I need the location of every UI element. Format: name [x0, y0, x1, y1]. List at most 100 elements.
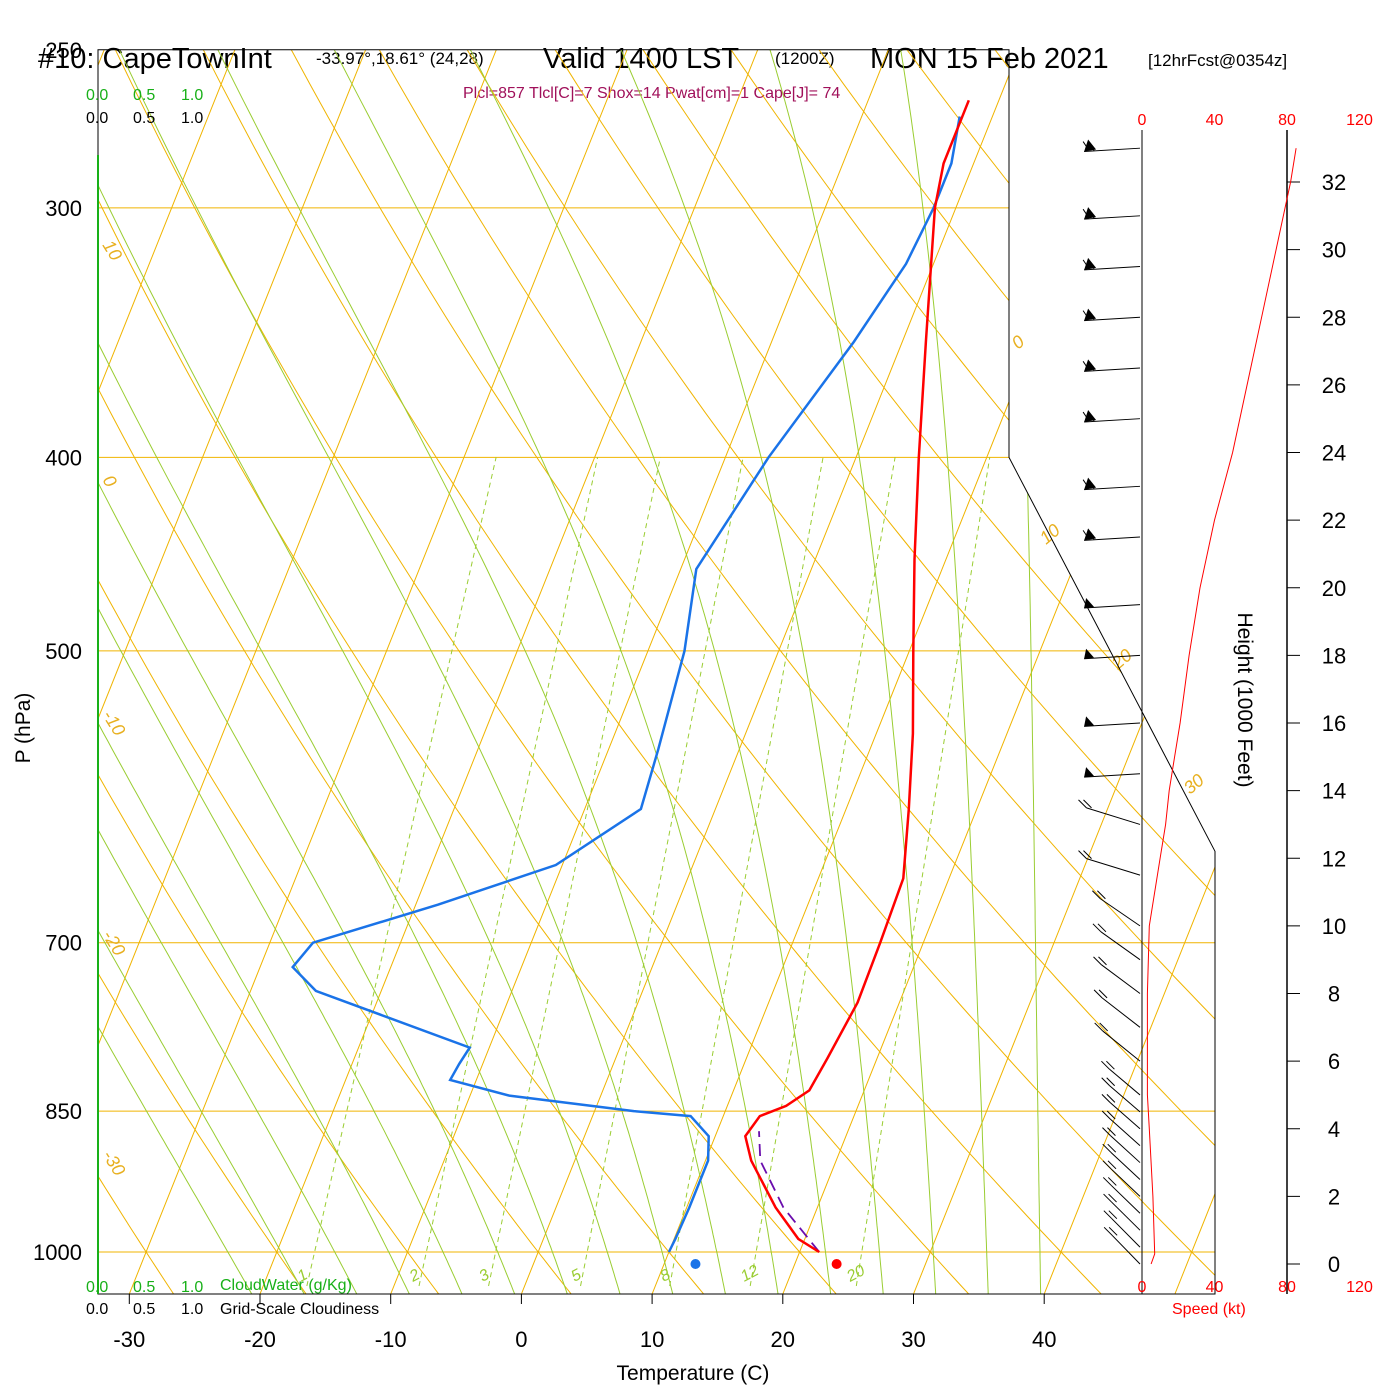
top-cloudiness-scale: 0.0 0.5 1.0 [86, 110, 203, 127]
svg-text:0.5: 0.5 [133, 1301, 155, 1318]
isotherm-line [913, 49, 1215, 1294]
moist-adiabat-line [118, 49, 676, 1294]
height-tick-label: 18 [1322, 643, 1346, 668]
isobar-lines [98, 207, 1215, 1253]
dry-adiabat-line [98, 49, 313, 1294]
height-tick-label: 16 [1322, 711, 1346, 736]
pressure-tick-label: 300 [45, 196, 82, 221]
dry-adiabat-line [378, 49, 1215, 1294]
height-tick-label: 8 [1328, 982, 1340, 1007]
moist-adiabat-line [98, 49, 571, 1294]
svg-text:0.0: 0.0 [86, 1301, 108, 1318]
valid-date: MON 15 Feb 2021 [870, 43, 1109, 75]
wind-barb [1101, 1060, 1141, 1096]
wind-barb [1082, 528, 1141, 541]
moist-adiabat-line [98, 49, 519, 1294]
temperature-tick-label: -30 [113, 1327, 145, 1352]
cloudiness-label: Grid-Scale Cloudiness [220, 1301, 379, 1318]
svg-text:0.5: 0.5 [133, 110, 155, 127]
svg-text:1.0: 1.0 [181, 1301, 203, 1318]
moist-adiabat-line [769, 49, 937, 1294]
height-tick-label: 10 [1322, 914, 1346, 939]
dry-adiabat-line [818, 49, 1215, 1294]
sounding-indices: Plcl=857 Tlcl[C]=7 Shox=14 Pwat[cm]=1 Ca… [463, 85, 840, 102]
mixing-ratio-lines [306, 457, 991, 1287]
height-tick-label: 4 [1328, 1117, 1340, 1142]
dry-adiabat-line [1347, 50, 1400, 1303]
parcel-trace-line [758, 1131, 820, 1253]
mixing-ratio-line [306, 457, 497, 1287]
temperature-line [743, 99, 970, 1254]
wind-barb [1084, 716, 1141, 727]
mixing-ratio-label: 3 [476, 1266, 492, 1285]
height-tick-label: 26 [1322, 373, 1346, 398]
moist-adiabats [98, 49, 1042, 1294]
speed-tick-label: 40 [1206, 1279, 1224, 1296]
bottom-cloudiness-scale: 0.0 0.5 1.0 Grid-Scale Cloudiness [86, 1301, 379, 1318]
dry-adiabat-line [554, 49, 1215, 1294]
wind-barb [1102, 1177, 1141, 1214]
speed-tick-label: 0 [1138, 112, 1147, 129]
wind-barb [1082, 207, 1141, 220]
height-tick-label: 0 [1328, 1252, 1340, 1277]
wind-barb [1082, 257, 1141, 271]
moist-adiabat-line [98, 49, 467, 1294]
mixing-ratio-line [418, 457, 599, 1287]
pressure-tick-label: 250 [45, 38, 82, 63]
wind-barb [1082, 139, 1141, 153]
dry-adiabat-line [202, 49, 1110, 1294]
wind-barb [1092, 923, 1141, 961]
svg-text:0.0: 0.0 [86, 110, 108, 127]
surface-dewpoint-dot [690, 1259, 701, 1269]
moist-adiabat-line [469, 49, 833, 1294]
isotherm-line [259, 49, 759, 1294]
x-axis-label: Temperature (C) [617, 1362, 770, 1385]
speed-scale-top: 0 40 80 120 [1138, 112, 1373, 129]
moist-adiabat-line [900, 49, 989, 1294]
moist-adiabat-line [98, 49, 362, 1294]
isotherm-line [98, 49, 236, 1294]
pressure-tick-label: 700 [45, 931, 82, 956]
height-tick-label: 32 [1322, 170, 1346, 195]
isotherm-label: -30 [99, 1147, 130, 1180]
pressure-axis-ticks: 250 300 400 500 700 850 1000 [33, 38, 82, 1265]
isotherm-line [520, 49, 1020, 1294]
temperature-tick-label: 40 [1032, 1327, 1056, 1352]
speed-tick-label: 40 [1206, 112, 1224, 129]
top-cloudwater-scale: 0.0 0.5 1.0 [86, 87, 203, 104]
speed-tick-label: 80 [1278, 112, 1296, 129]
svg-text:1.0: 1.0 [181, 110, 203, 127]
wind-barb [1101, 1110, 1141, 1147]
height-tick-label: 24 [1322, 441, 1346, 466]
wind-barb [1078, 799, 1141, 825]
mixing-ratio-line [749, 457, 896, 1287]
isotherm-label: 0 [99, 472, 121, 491]
wind-barb [1102, 1143, 1141, 1180]
svg-text:0.5: 0.5 [133, 87, 155, 104]
wind-barb [1103, 1226, 1141, 1265]
wind-barb [1082, 477, 1141, 491]
wind-barb [1103, 1193, 1141, 1231]
dry-adiabat-line [98, 49, 180, 1294]
isotherm-labels: 10 0 -10 -20 -30 0 10 20 30 [99, 237, 1208, 1180]
dry-adiabat-line [730, 49, 1215, 1294]
wind-barb [1082, 359, 1141, 372]
dry-adiabat-line [114, 49, 977, 1294]
surface-temperature-dot [831, 1259, 842, 1269]
forecast-info: [12hrFcst@0354z] [1148, 51, 1287, 70]
wind-barb [1094, 1022, 1141, 1062]
height-tick-label: 6 [1328, 1049, 1340, 1074]
pressure-tick-label: 1000 [33, 1240, 82, 1265]
height-tick-label: 2 [1328, 1184, 1340, 1209]
speed-tick-label: 120 [1346, 1279, 1373, 1296]
dry-adiabat-line [642, 49, 1215, 1294]
dry-adiabat-line [290, 49, 1215, 1294]
isotherm-line [1306, 50, 1400, 1294]
height-tick-label: 30 [1322, 238, 1346, 263]
moist-adiabat-line [217, 49, 728, 1294]
mixing-ratio-line [669, 457, 824, 1287]
moist-adiabat-line [333, 49, 780, 1294]
wind-barb [1092, 890, 1141, 927]
